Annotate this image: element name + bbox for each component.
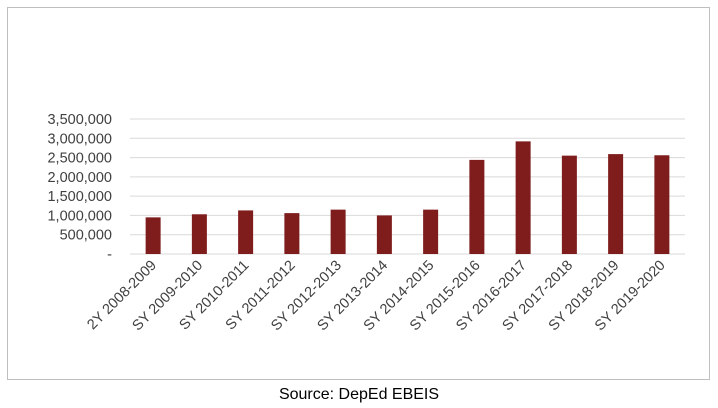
y-tick-label: 1,000,000 <box>47 208 112 224</box>
bar <box>654 155 670 254</box>
bar <box>376 215 392 254</box>
y-tick-label: 500,000 <box>60 228 112 244</box>
bar <box>284 213 300 254</box>
bar <box>469 159 485 254</box>
y-tick-label: 2,500,000 <box>47 151 112 167</box>
y-tick-label: 1,500,000 <box>47 189 112 205</box>
bar <box>238 210 254 254</box>
y-tick-label: 3,000,000 <box>47 131 112 147</box>
bar <box>191 214 207 254</box>
y-tick-label: 3,500,000 <box>47 112 112 128</box>
bar-chart: - 500,000 1,000,000 1,500,000 2,000,000 2,500… <box>47 112 685 335</box>
y-tick-label: 2,000,000 <box>47 170 112 186</box>
chart-frame <box>7 7 710 380</box>
bar <box>561 155 577 254</box>
bar <box>423 209 439 254</box>
bar <box>330 209 346 254</box>
source-caption: Source: DepEd EBEIS <box>278 386 440 403</box>
bars <box>145 141 670 254</box>
y-axis-ticks: - 500,000 1,000,000 1,500,000 2,000,000 2,500… <box>47 112 112 263</box>
y-tick-label: - <box>107 247 112 263</box>
bar <box>145 217 161 254</box>
bar <box>515 141 531 254</box>
bar <box>608 154 624 254</box>
gridlines <box>130 118 685 255</box>
